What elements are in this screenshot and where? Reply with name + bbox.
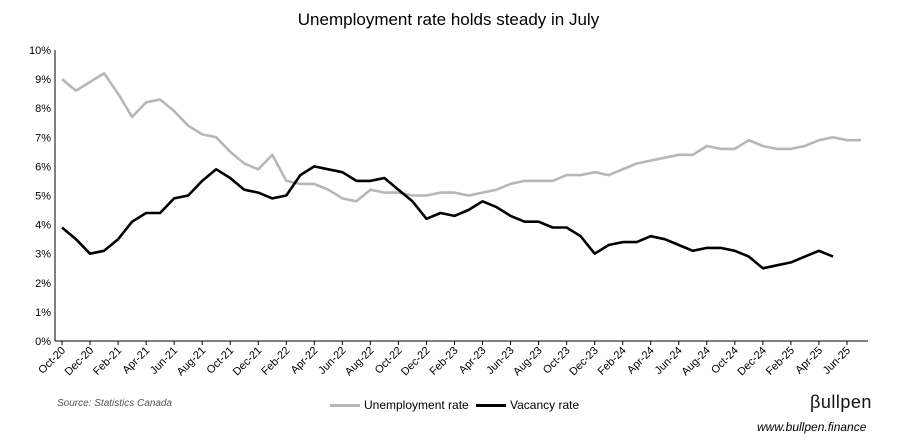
legend-swatch-vacancy [476,403,506,407]
brand-url: www.bullpen.finance [757,420,867,434]
legend-swatch-unemployment [330,403,360,407]
x-tick-label: Feb-21 [91,345,124,378]
x-tick-label: Apr-24 [625,345,657,377]
x-tick-label: Jun-21 [148,345,180,377]
x-tick-label: Aug-23 [511,345,545,379]
x-tick-label: Feb-22 [259,345,292,378]
x-tick-label: Jun-22 [316,345,348,377]
axes [54,50,868,342]
y-tick-label: 8% [35,103,51,115]
y-tick-label: 0% [35,336,51,348]
source-note: Source: Statistics Canada [57,398,173,409]
chart-title: Unemployment rate holds steady in July [297,10,600,29]
y-tick-label: 2% [35,278,51,290]
legend-label-unemployment: Unemployment rate [364,398,469,412]
x-tick-label: Aug-22 [343,345,377,379]
series-layer [61,72,862,270]
x-tick-label: Apr-25 [793,345,825,377]
x-tick-label: Dec-20 [63,345,97,379]
x-axis-tick-labels: Oct-20Dec-20Feb-21Apr-21Jun-21Aug-21Oct-… [36,341,853,378]
y-tick-label: 10% [29,45,51,57]
vacancy-rate-line [61,165,834,270]
x-tick-label: Jun-23 [484,345,516,377]
x-tick-label: Apr-23 [457,345,489,377]
x-tick-label: Dec-23 [567,345,601,379]
x-tick-label: Apr-22 [289,345,321,377]
y-tick-label: 1% [35,307,51,319]
y-tick-label: 6% [35,161,51,173]
y-axis-tick-labels: 0% 1% 2% 3% 4% 5% 6% 7% 8% 9% 10% [29,45,51,348]
legend-item-vacancy: Vacancy rate [476,398,579,412]
x-tick-label: Dec-24 [735,345,769,379]
x-tick-label: Feb-23 [427,345,460,378]
y-tick-label: 5% [35,191,51,203]
x-tick-label: Apr-21 [120,345,152,377]
y-tick-label: 9% [35,74,51,86]
x-tick-label: Feb-25 [764,345,797,378]
x-tick-label: Jun-24 [653,345,685,377]
x-tick-label: Jun-25 [821,345,853,377]
legend-item-unemployment: Unemployment rate [330,398,469,412]
x-tick-label: Feb-24 [596,345,629,378]
x-tick-label: Dec-21 [231,345,265,379]
y-tick-label: 7% [35,132,51,144]
x-tick-label: Dec-22 [399,345,433,379]
legend-label-vacancy: Vacancy rate [510,398,580,412]
brand-logo: βullpen [810,392,872,412]
x-tick-label: Aug-21 [175,345,209,379]
y-tick-label: 3% [35,249,51,261]
unemployment-rate-line [61,72,861,203]
x-tick-label: Aug-24 [679,345,713,379]
y-tick-label: 4% [35,220,51,232]
